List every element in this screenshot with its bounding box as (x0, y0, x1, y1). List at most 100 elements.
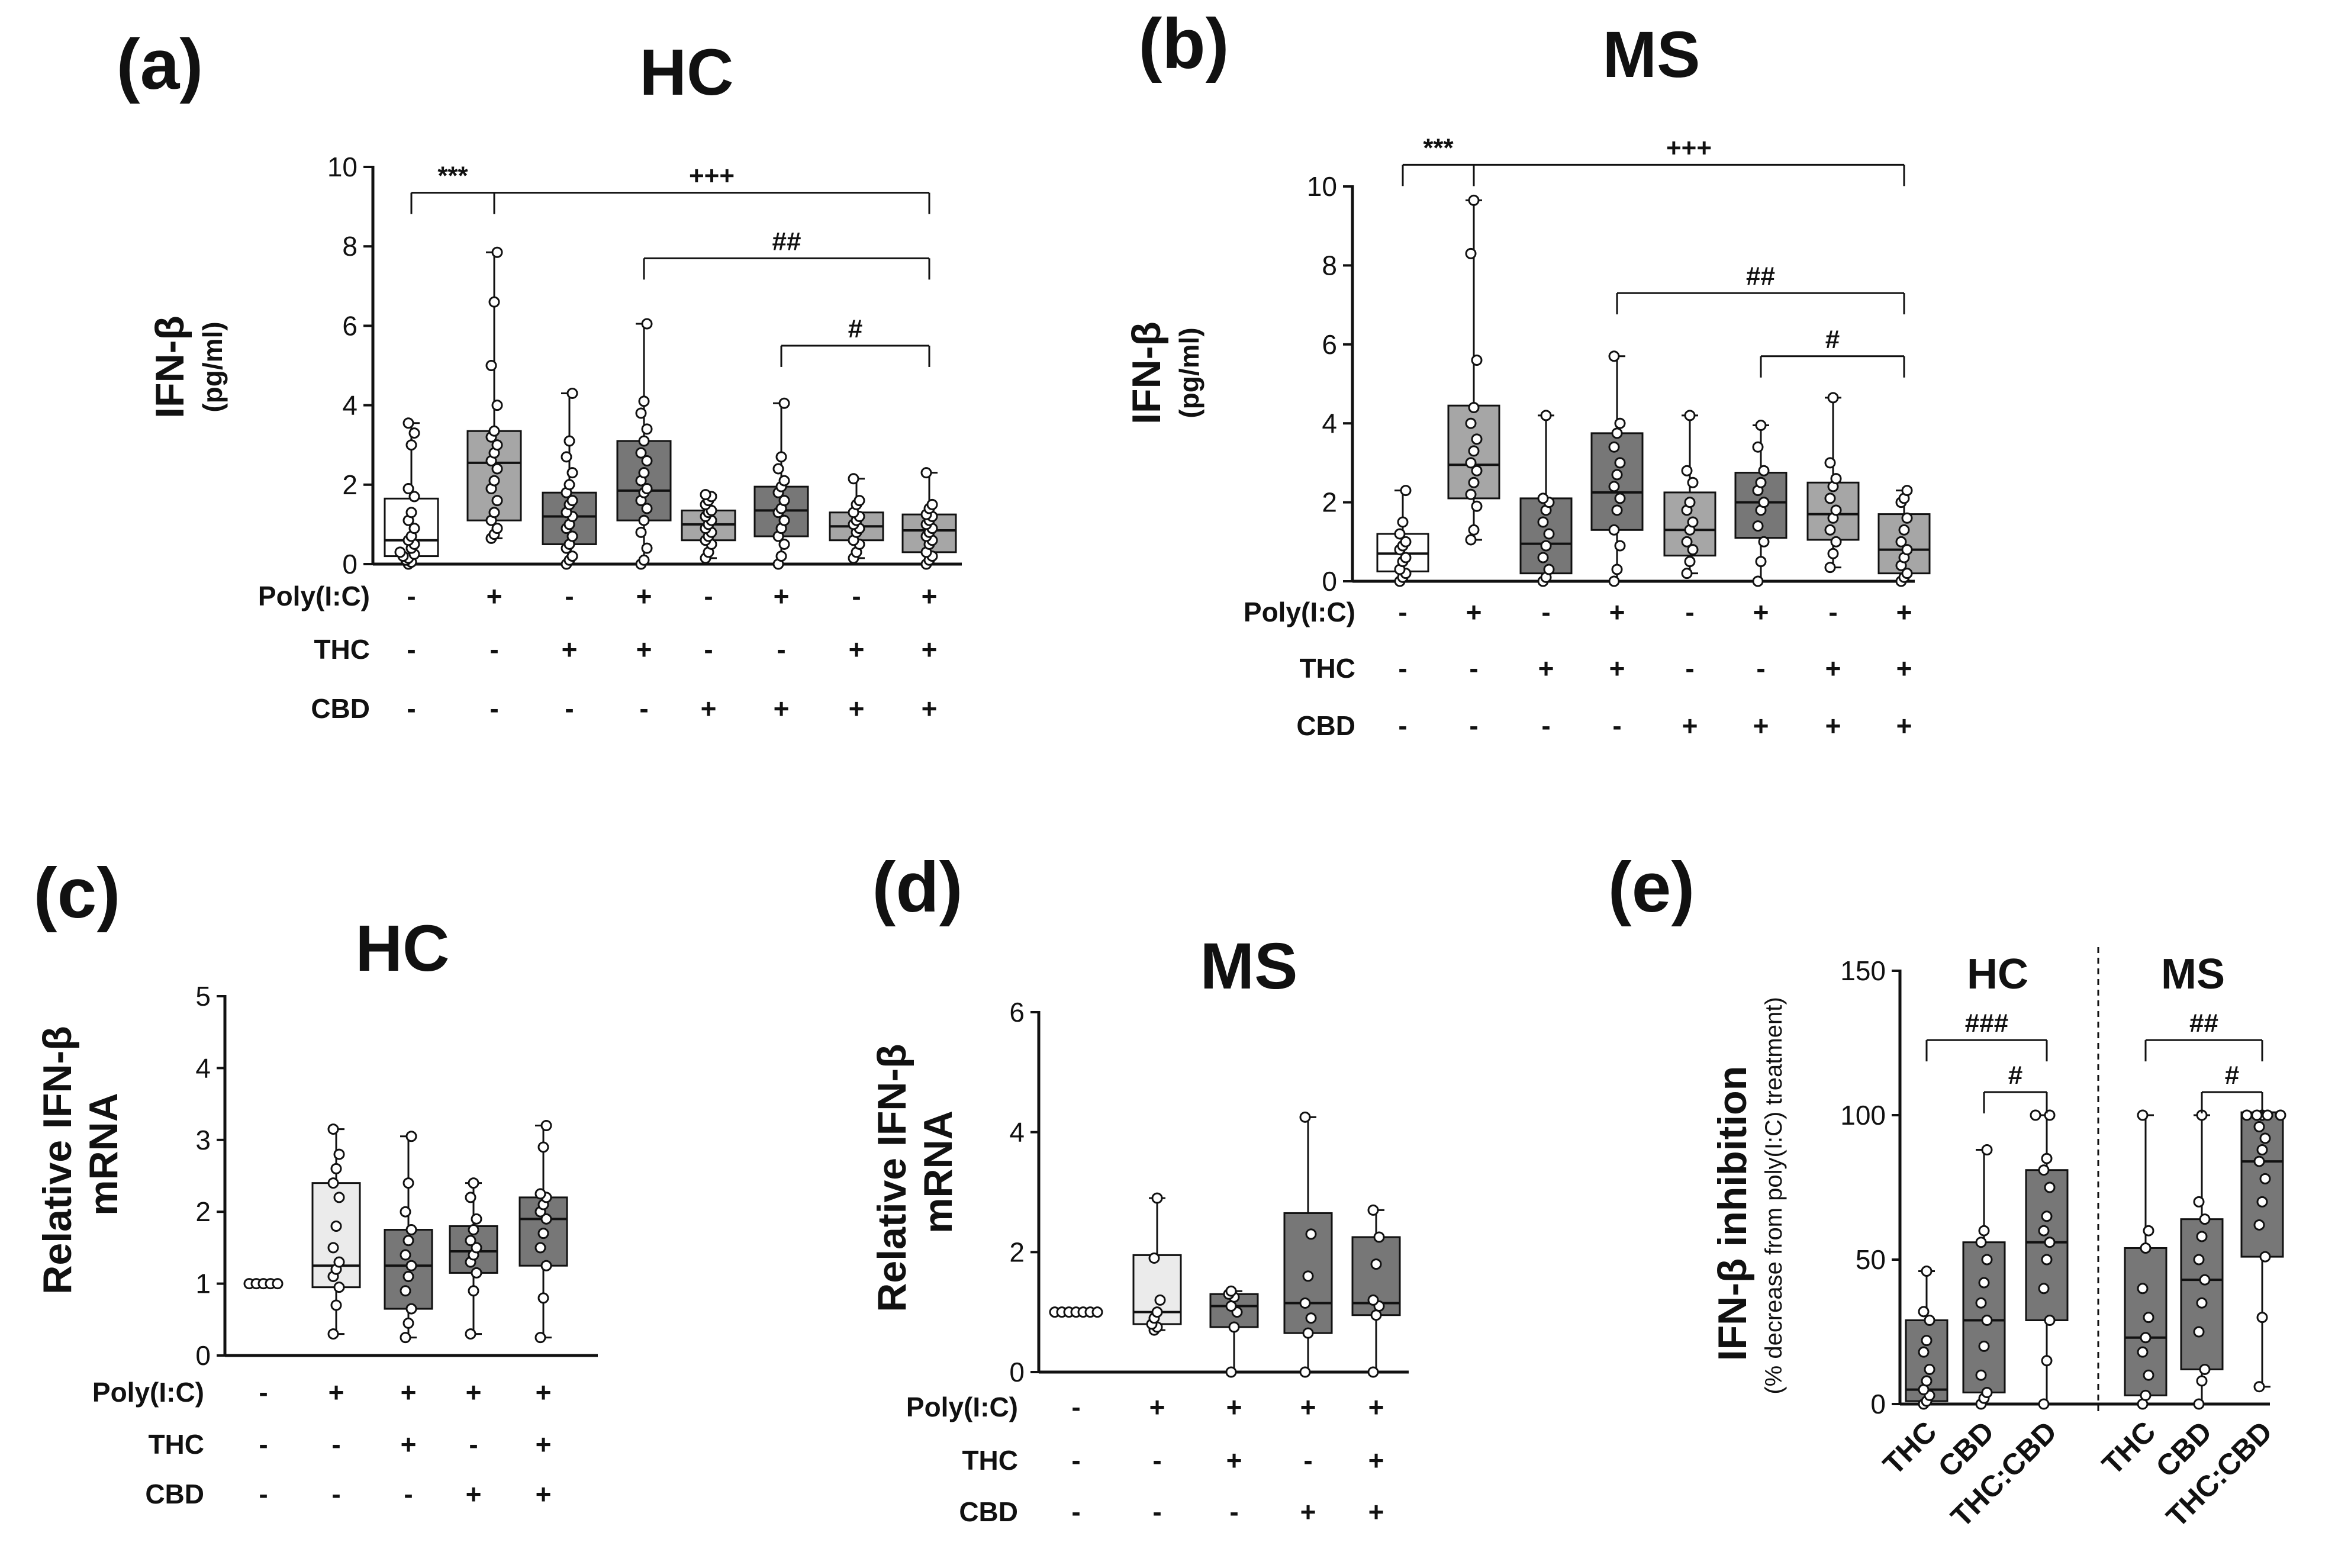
box-group (1663, 410, 1716, 579)
data-point (1824, 562, 1836, 574)
condition-sign: - (704, 581, 713, 611)
box-group (753, 397, 809, 570)
data-point (2199, 1213, 2211, 1225)
data-point (1148, 1252, 1160, 1264)
condition-label: THC (1299, 653, 1355, 684)
box-group (1351, 1204, 1401, 1378)
data-point (638, 514, 650, 526)
data-point (400, 1332, 411, 1344)
box-group (2025, 1109, 2069, 1410)
significance-label: # (1825, 325, 1840, 354)
condition-sign: - (1071, 1496, 1080, 1527)
data-point (2044, 1181, 2056, 1193)
significance-label: ## (2189, 1009, 2218, 1038)
data-point (1154, 1294, 1166, 1306)
data-point (775, 550, 787, 562)
data-point (1611, 427, 1623, 439)
condition-sign: - (777, 634, 785, 665)
data-point (1468, 194, 1480, 206)
condition-label: Poly(I:C) (1244, 597, 1355, 627)
significance-label: # (2008, 1061, 2022, 1090)
data-point (537, 1228, 549, 1239)
data-point (772, 463, 784, 475)
data-point (408, 491, 420, 503)
y-axis-label: Relative IFN-β (869, 1044, 914, 1312)
condition-sign: + (1368, 1445, 1384, 1476)
data-point (333, 1282, 345, 1293)
data-point (402, 1317, 414, 1329)
data-point (1367, 1204, 1379, 1216)
condition-sign: - (259, 1429, 268, 1460)
box-group (466, 246, 522, 544)
condition-sign: + (1368, 1392, 1384, 1422)
data-point (1543, 564, 1555, 575)
y-tick-label: 2 (342, 469, 358, 500)
data-point (402, 1177, 414, 1189)
data-point (1827, 392, 1839, 404)
data-point (2193, 1196, 2205, 1208)
data-point (1608, 575, 1620, 587)
panel-d: (d) MS 0 2 4 6 Relative IFN-β mRNA Poly(I:C) - + + +… (869, 848, 1409, 1527)
data-point (1681, 568, 1693, 579)
y-tick-label: 10 (327, 152, 358, 182)
data-point (1471, 354, 1483, 366)
data-point (2137, 1109, 2149, 1121)
data-point (408, 427, 420, 439)
data-point (1681, 536, 1693, 548)
condition-sign: - (489, 693, 498, 724)
data-point (2041, 1254, 2053, 1266)
data-point (2259, 1251, 2271, 1263)
significance-label: ## (772, 227, 801, 256)
data-point (1975, 1237, 1987, 1248)
data-point (1465, 488, 1477, 500)
condition-sign: - (1541, 710, 1550, 741)
data-point (2038, 1225, 2050, 1237)
data-point (485, 360, 497, 371)
condition-sign: + (466, 1377, 482, 1408)
significance-bracket: # (1983, 1061, 2048, 1113)
data-point (778, 495, 790, 507)
data-point (488, 475, 500, 487)
data-point (2253, 1155, 2265, 1167)
data-point (1302, 1327, 1314, 1339)
data-point (400, 1206, 411, 1218)
data-point (491, 246, 503, 258)
condition-sign: + (849, 693, 865, 724)
data-point (1608, 441, 1620, 453)
data-point (1924, 1363, 1935, 1375)
significance-label: ## (1746, 262, 1775, 291)
data-point (1225, 1300, 1237, 1312)
condition-sign: + (922, 693, 938, 724)
data-point (471, 1242, 482, 1254)
data-point (1400, 552, 1412, 564)
data-point (1901, 512, 1913, 524)
data-point (641, 483, 653, 495)
condition-sign: - (1469, 653, 1478, 684)
data-point (700, 489, 711, 501)
condition-sign: + (401, 1377, 417, 1408)
condition-sign: + (1368, 1496, 1384, 1527)
condition-sign: - (331, 1429, 340, 1460)
condition-sign: + (1609, 653, 1625, 684)
data-point (1225, 1366, 1237, 1378)
data-point (534, 1242, 546, 1254)
data-point (330, 1220, 342, 1232)
box-group (243, 1278, 284, 1290)
data-point (1901, 568, 1913, 579)
y-tick-label: 0 (1870, 1389, 1886, 1419)
y-tick-label: 6 (1009, 997, 1025, 1028)
box-group (1590, 350, 1644, 587)
data-point (327, 1123, 339, 1135)
data-point (540, 1120, 552, 1132)
data-point (1921, 1266, 1933, 1277)
data-point (566, 550, 578, 562)
data-point (1370, 1309, 1382, 1321)
data-point (491, 400, 503, 411)
data-point (1898, 524, 1910, 536)
y-tick-label: 4 (195, 1052, 211, 1083)
y-axis-sublabel: mRNA (916, 1110, 961, 1234)
box-group (1376, 485, 1429, 587)
data-point (1151, 1192, 1163, 1204)
condition-sign: + (1682, 710, 1698, 741)
